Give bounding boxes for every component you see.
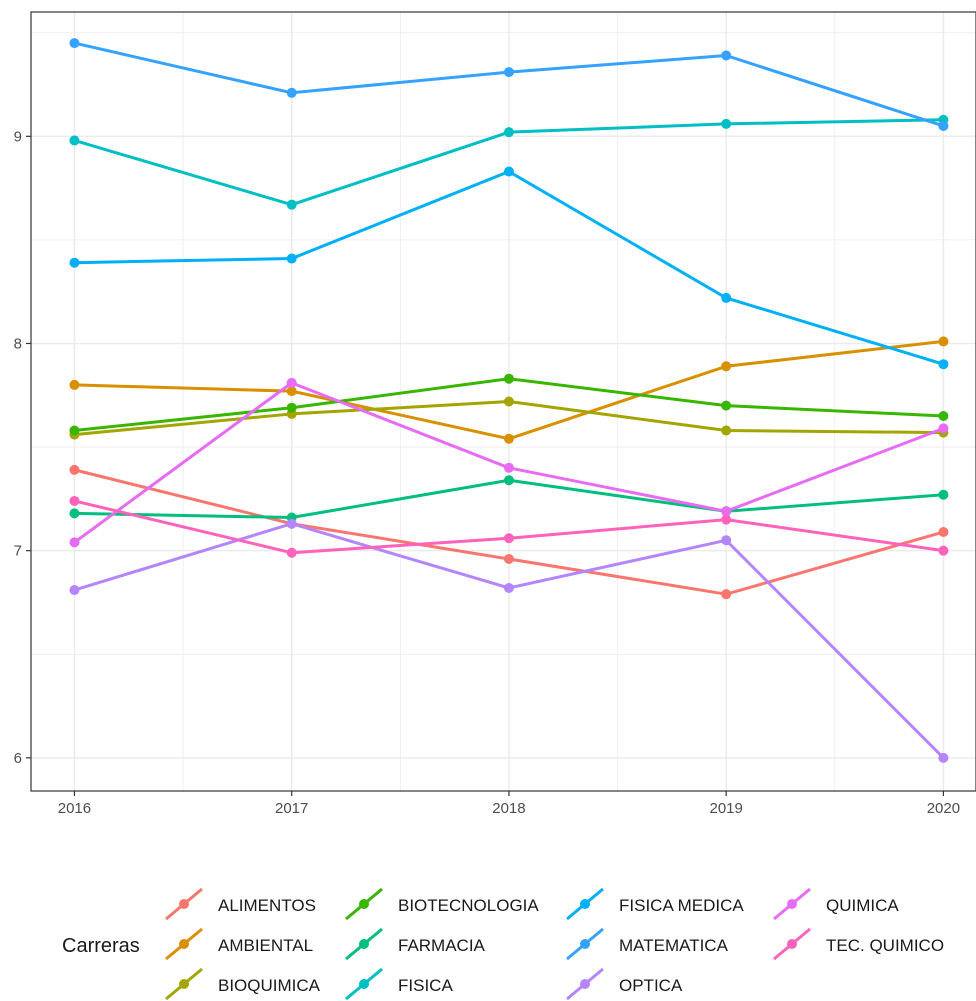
legend-key-fisica-medica (566, 887, 604, 921)
series-points (69, 38, 949, 763)
point-tec-quimico (503, 533, 514, 544)
point-fisica (503, 127, 514, 138)
legend-label-alimentos: ALIMENTOS (218, 896, 316, 915)
legend-key-point (787, 899, 797, 909)
legend-label-ambiental: AMBIENTAL (218, 936, 313, 955)
legend-key-ambiental (165, 927, 203, 961)
legend-key-point (179, 979, 189, 989)
legend-label-bioquimica: BIOQUIMICA (218, 976, 321, 995)
legend-label-fisica-medica: FISICA MEDICA (619, 896, 744, 915)
y-tick-label: 6 (14, 750, 22, 767)
point-fisica-medica (721, 292, 732, 303)
point-matematica (286, 87, 297, 98)
legend-label-quimica: QUIMICA (826, 896, 899, 915)
point-biotecnologia (721, 400, 732, 411)
legend-key-fisica (345, 967, 383, 1001)
point-ambiental (721, 361, 732, 372)
point-quimica (286, 377, 297, 388)
legend-key-biotecnologia (345, 887, 383, 921)
point-fisica-medica (286, 253, 297, 264)
legend-key-point (580, 979, 590, 989)
legend-label-matematica: MATEMATICA (619, 936, 729, 955)
point-quimica (938, 423, 949, 434)
point-matematica (938, 120, 949, 131)
legend-label-biotecnologia: BIOTECNOLOGIA (398, 896, 539, 915)
x-tick-label: 2019 (709, 800, 742, 817)
point-farmacia (69, 508, 80, 519)
plot-panel (31, 12, 976, 791)
point-tec-quimico (721, 514, 732, 525)
legend-key-point (359, 939, 369, 949)
y-axis: 6 7 8 9 (14, 128, 31, 767)
point-biotecnologia (286, 402, 297, 413)
point-ambiental (503, 433, 514, 444)
y-tick-label: 7 (14, 543, 22, 560)
point-optica (69, 585, 80, 596)
point-optica (721, 535, 732, 546)
point-ambiental (938, 336, 949, 347)
point-matematica (69, 38, 80, 49)
x-tick-label: 2017 (275, 800, 308, 817)
legend: Carreras ALIMENTOS AMBIENTAL BIOQUIMICA BIO… (62, 887, 944, 1001)
legend-key-point (580, 899, 590, 909)
point-ambiental (286, 386, 297, 397)
plot-border (30, 11, 976, 792)
legend-title: Carreras (62, 935, 140, 957)
panel-border (30, 11, 976, 792)
x-tick-label: 2018 (492, 800, 525, 817)
point-fisica-medica (69, 257, 80, 268)
point-matematica (503, 67, 514, 78)
point-optica (938, 752, 949, 763)
y-tick-label: 9 (14, 128, 22, 145)
legend-key-alimentos (165, 887, 203, 921)
point-tec-quimico (938, 545, 949, 556)
x-tick-label: 2020 (927, 800, 960, 817)
legend-key-matematica (566, 927, 604, 961)
point-optica (286, 518, 297, 529)
point-fisica-medica (938, 359, 949, 370)
point-fisica (721, 118, 732, 129)
legend-key-point (359, 899, 369, 909)
point-quimica (69, 537, 80, 548)
legend-label-farmacia: FARMACIA (398, 936, 486, 955)
point-farmacia (503, 475, 514, 486)
point-quimica (503, 462, 514, 473)
point-quimica (721, 506, 732, 517)
legend-label-tec-quimico: TEC. QUIMICO (826, 936, 944, 955)
point-ambiental (69, 379, 80, 390)
point-alimentos (69, 464, 80, 475)
legend-key-point (359, 979, 369, 989)
legend-key-quimica (773, 887, 811, 921)
legend-label-fisica: FISICA (398, 976, 453, 995)
legend-key-point (179, 939, 189, 949)
point-alimentos (938, 527, 949, 538)
legend-key-farmacia (345, 927, 383, 961)
point-fisica-medica (503, 166, 514, 177)
point-fisica (286, 199, 297, 210)
point-bioquimica (503, 396, 514, 407)
point-tec-quimico (286, 547, 297, 558)
legend-key-bioquimica (165, 967, 203, 1001)
legend-key-tec-quimico (773, 927, 811, 961)
point-bioquimica (721, 425, 732, 436)
point-alimentos (721, 589, 732, 600)
point-farmacia (938, 489, 949, 500)
point-biotecnologia (938, 411, 949, 422)
y-tick-label: 8 (14, 335, 22, 352)
x-axis: 2016 2017 2018 2019 2020 (58, 791, 960, 817)
point-biotecnologia (69, 425, 80, 436)
point-biotecnologia (503, 373, 514, 384)
point-optica (503, 582, 514, 593)
legend-key-point (787, 939, 797, 949)
point-matematica (721, 50, 732, 61)
x-tick-label: 2016 (58, 800, 91, 817)
legend-label-optica: OPTICA (619, 976, 683, 995)
legend-key-point (179, 899, 189, 909)
point-tec-quimico (69, 495, 80, 506)
legend-key-point (580, 939, 590, 949)
point-fisica (69, 135, 80, 146)
legend-key-optica (566, 967, 604, 1001)
point-alimentos (503, 553, 514, 564)
